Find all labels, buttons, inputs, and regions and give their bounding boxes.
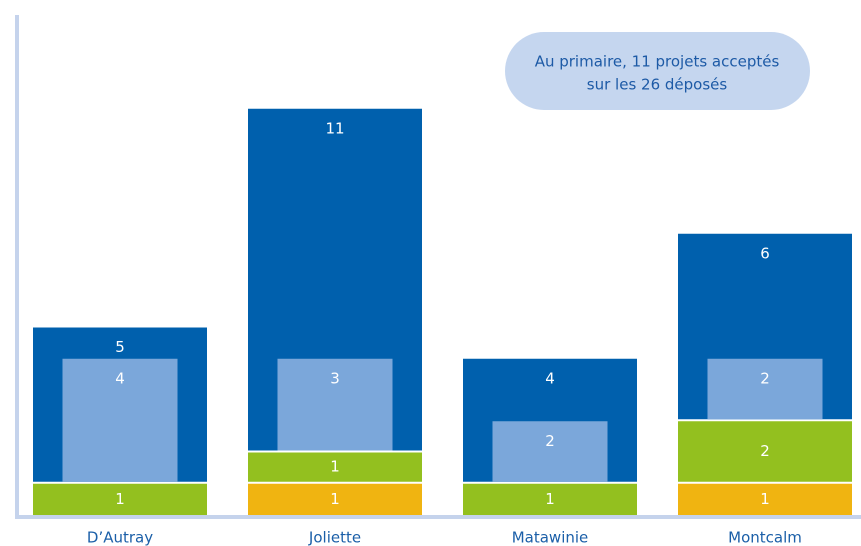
data-label: 3 [330,369,340,387]
annotation: sur les 26 déposés [587,76,728,94]
x-tick-label: Matawinie [512,529,589,546]
x-tick-label: Montcalm [728,529,802,546]
data-label: 1 [330,458,340,476]
bar [463,483,637,515]
bar [707,358,823,420]
annotation-box [505,32,810,110]
bar [248,483,422,515]
data-label: 2 [760,442,770,460]
bar [62,358,178,482]
data-label: 4 [115,369,125,387]
bar [248,452,422,482]
x-tick-label: D’Autray [87,529,153,546]
data-label: 6 [760,244,770,262]
bar [277,358,393,451]
data-label: 1 [330,490,340,508]
bar [678,421,852,482]
annotation: Au primaire, 11 projets acceptés [535,53,780,71]
data-label: 1 [760,490,770,508]
data-label: 4 [545,369,555,387]
data-label: 1 [545,490,555,508]
data-label: 2 [545,432,555,450]
x-tick-label: Joliette [308,529,361,546]
data-label: 5 [115,338,125,356]
data-label: 1 [115,490,125,508]
data-label: 2 [760,369,770,387]
bar [33,483,207,515]
bar [492,421,608,482]
bar [678,483,852,515]
data-label: 11 [325,119,344,137]
